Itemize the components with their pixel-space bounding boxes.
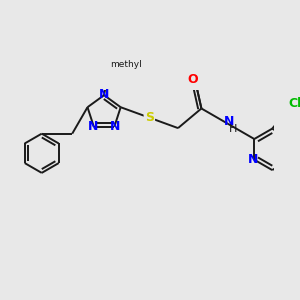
Text: S: S — [145, 111, 154, 124]
Text: Cl: Cl — [289, 97, 300, 110]
Text: methyl: methyl — [110, 60, 142, 69]
Text: N: N — [224, 115, 234, 128]
Text: N: N — [248, 153, 258, 166]
Text: N: N — [110, 120, 121, 133]
Text: H: H — [229, 124, 238, 134]
Text: N: N — [99, 88, 109, 100]
Text: O: O — [188, 73, 198, 86]
Text: N: N — [88, 120, 98, 133]
